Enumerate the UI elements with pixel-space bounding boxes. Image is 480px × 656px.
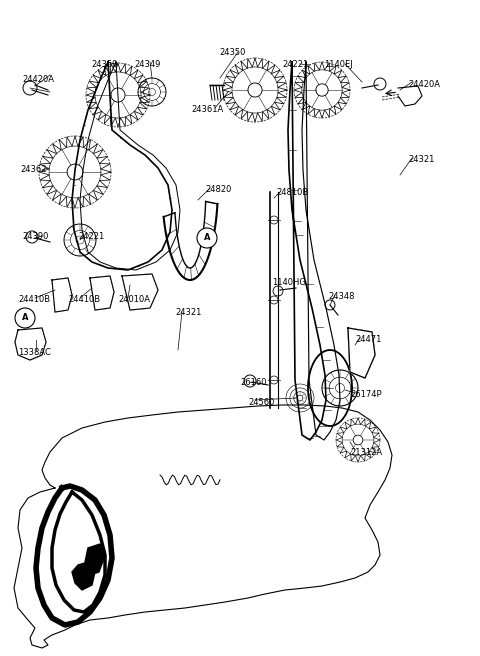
Polygon shape (85, 544, 104, 575)
Polygon shape (15, 328, 46, 360)
Circle shape (270, 296, 278, 304)
Text: 26160: 26160 (240, 378, 266, 387)
Text: 24810B: 24810B (276, 188, 308, 197)
Text: 24010A: 24010A (118, 295, 150, 304)
Text: 24321: 24321 (408, 155, 434, 164)
Text: 24471: 24471 (355, 335, 382, 344)
Text: 24362: 24362 (20, 165, 47, 174)
Text: A: A (22, 314, 28, 323)
Circle shape (15, 308, 35, 328)
Circle shape (197, 228, 217, 248)
Text: 24390: 24390 (22, 232, 48, 241)
Text: 24221: 24221 (78, 232, 104, 241)
Text: 24348: 24348 (328, 292, 355, 301)
Text: 24361A: 24361A (192, 105, 224, 114)
Text: A: A (204, 234, 210, 243)
Polygon shape (348, 328, 375, 378)
Text: 1140HG: 1140HG (272, 278, 306, 287)
Text: 24420A: 24420A (22, 75, 54, 84)
Text: 24350: 24350 (92, 60, 118, 69)
Text: 24420A: 24420A (408, 80, 440, 89)
Text: 24410B: 24410B (18, 295, 50, 304)
Text: 24410B: 24410B (68, 295, 100, 304)
Text: 24560: 24560 (248, 398, 275, 407)
Polygon shape (52, 278, 72, 312)
Text: 1338AC: 1338AC (18, 348, 51, 357)
Text: 21312A: 21312A (350, 448, 382, 457)
Text: 24350: 24350 (220, 48, 246, 57)
Text: 26174P: 26174P (350, 390, 382, 399)
Polygon shape (90, 276, 114, 310)
Text: 24820: 24820 (205, 185, 231, 194)
Text: 24221: 24221 (283, 60, 309, 69)
Polygon shape (72, 562, 95, 590)
Circle shape (270, 376, 278, 384)
Text: 24349: 24349 (135, 60, 161, 69)
Text: 1140EJ: 1140EJ (324, 60, 352, 69)
Text: 24321: 24321 (175, 308, 202, 317)
Circle shape (270, 216, 278, 224)
Polygon shape (122, 274, 158, 310)
